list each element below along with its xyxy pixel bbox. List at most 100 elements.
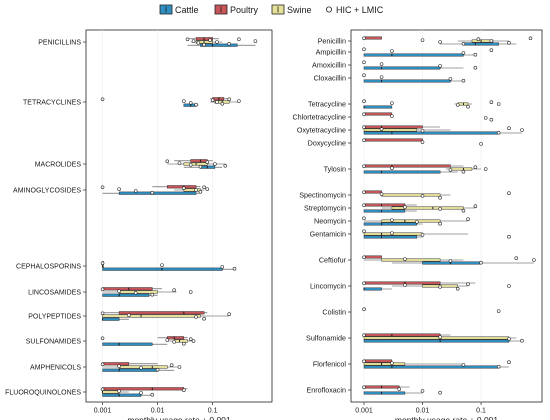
x-tick-label: 0.001: [355, 408, 373, 415]
y-tick-label-ampicillin: Ampicillin: [316, 47, 346, 56]
point-spectinomycin: [438, 195, 442, 200]
point-sulfonamides: [182, 341, 186, 346]
y-tick-label-penicillin: Penicillin: [318, 36, 346, 45]
point-penicillins: [185, 37, 190, 42]
point-polypeptides: [100, 311, 105, 316]
point-ampicillin: [473, 52, 478, 57]
point-tetracyclines: [220, 102, 225, 106]
panel-antibiotic-compounds: Penicillin Ampicillin Amoxicillin Cloxacill…: [292, 29, 543, 420]
point-fluoroquinolones: [182, 388, 186, 392]
point-enrofloxacin: [420, 389, 425, 393]
point-neomycin: [466, 217, 470, 221]
box-cattle-lincosamides: [102, 293, 150, 297]
y-tick-label-amphenicols: AMPHENICOLS: [30, 364, 81, 371]
point-streptomycin: [473, 204, 478, 208]
point-streptomycin: [403, 205, 407, 209]
box-cattle-neomycin: [363, 222, 418, 226]
point-macrolides: [188, 163, 193, 167]
box-cattle-cephalosporins: [102, 267, 223, 271]
box-poultry-amphenicols: [102, 362, 130, 366]
y-tick-label-tetracyclines: TETRACYCLINES: [23, 99, 81, 106]
point-lincomycin: [403, 283, 407, 287]
y-tick-label-aminoglycosides: AMINOGLYCOSIDES: [13, 187, 81, 194]
point-amphenicols: [117, 364, 121, 368]
box-cattle-florfenicol: [363, 365, 499, 369]
box-cattle-tetracycline: [363, 105, 393, 109]
point-tylosin: [390, 166, 394, 170]
point-tylosin: [362, 164, 366, 169]
point-streptomycin: [362, 203, 366, 208]
point-lincomycin: [438, 285, 442, 289]
point-aminoglycosides: [182, 186, 186, 190]
x-tick-label: 0.001: [94, 408, 112, 415]
point-aminoglycosides: [194, 188, 198, 192]
box-cattle-aminoglycosides: [118, 191, 197, 195]
box-swine-polypeptides: [102, 314, 201, 318]
point-penicillins: [237, 37, 241, 42]
point-doxycycline: [362, 138, 366, 143]
box-poultry-macrolides: [190, 159, 208, 163]
point-neomycin: [438, 221, 442, 226]
box-poultry-chlortetracycline: [363, 112, 393, 116]
point-doxycycline: [420, 140, 425, 144]
box-swine-sulfonamides: [173, 339, 188, 343]
point-aminoglycosides: [202, 185, 206, 190]
point-enrofloxacin: [362, 385, 366, 390]
point-tetracyclines: [215, 100, 219, 104]
y-tick-label-streptomycin: Streptomycin: [304, 203, 346, 212]
point-amphenicols: [100, 362, 105, 367]
point-spectinomycin: [420, 194, 425, 198]
point-penicillin: [438, 40, 442, 44]
box-poultry-ceftiofur: [363, 255, 382, 259]
point-lincomycin: [466, 282, 470, 286]
point-penicillins: [196, 41, 201, 45]
y-tick-label-cephalosporins: CEPHALOSPORINS: [16, 263, 81, 270]
point-gentamicin: [362, 229, 366, 234]
box-swine-ceftiofur: [381, 258, 441, 262]
box-poultry-sulfonamide: [363, 333, 441, 337]
point-oxytetracycline: [379, 127, 384, 131]
box-poultry-oxytetracycline: [363, 125, 423, 129]
point-gentamicin: [420, 233, 425, 237]
box-cattle-polypeptides: [102, 317, 120, 321]
box-poultry-tylosin: [363, 164, 451, 168]
point-penicillins: [227, 42, 231, 46]
box-cattle-oxytetracycline: [363, 131, 499, 135]
legend-label-cattle: Cattle: [175, 5, 199, 15]
point-chlortetracycline: [483, 116, 488, 120]
box-swine-fluoroquinolones: [102, 390, 120, 394]
point-ceftiofur: [362, 255, 366, 260]
point-amphenicols: [169, 363, 174, 367]
point-aminoglycosides: [133, 189, 138, 193]
point-aminoglycosides: [150, 190, 155, 195]
point-gentamicin: [390, 231, 394, 235]
point-tetracyclines: [227, 97, 231, 102]
point-penicillin: [420, 38, 425, 42]
point-lincosamides: [150, 292, 155, 297]
point-sulfonamides: [188, 337, 193, 341]
point-amoxicillin: [473, 65, 478, 70]
y-tick-label-cloxacillin: Cloxacillin: [314, 73, 346, 82]
point-tetracycline: [466, 104, 470, 109]
point-ampicillin: [489, 48, 494, 52]
point-macrolides: [165, 159, 170, 164]
y-tick-label-enrofloxacin: Enrofloxacin: [306, 385, 346, 394]
box-cattle-amoxicillin: [363, 66, 441, 70]
point-penicillins: [208, 38, 212, 42]
point-lincosamides: [117, 289, 121, 293]
point-penicillin: [489, 39, 494, 43]
box-swine-neomycin: [381, 219, 441, 223]
point-fluoroquinolones: [139, 391, 143, 395]
y-tick-label-ceftiofur: Ceftiofur: [319, 255, 347, 264]
point-ampicillin: [461, 51, 466, 55]
point-florfenicol: [496, 364, 501, 369]
point-ceftiofur: [532, 258, 536, 262]
point-ceftiofur: [514, 256, 519, 260]
point-amoxicillin: [362, 60, 366, 65]
legend-label-swine: Swine: [287, 5, 312, 15]
point-tetracycline: [390, 101, 394, 105]
legend-label-points: HIC + LMIC: [336, 5, 384, 15]
point-macrolides: [198, 164, 203, 169]
box-poultry-lincomycin: [363, 281, 441, 285]
